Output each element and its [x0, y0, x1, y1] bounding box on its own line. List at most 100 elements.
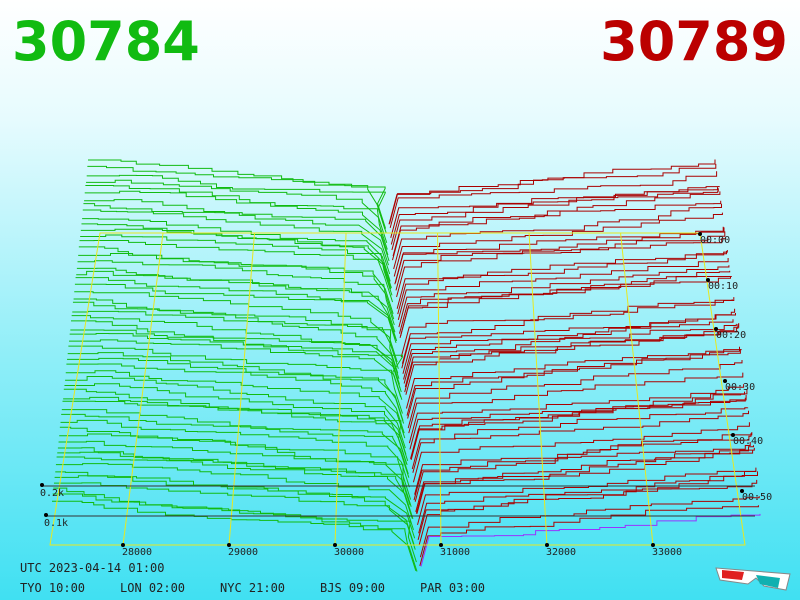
tick-dot	[740, 489, 744, 493]
ask-depth-line	[417, 467, 757, 541]
ask-depth-line	[404, 330, 738, 393]
ask-depth-line	[399, 276, 731, 339]
ask-depth-line	[412, 410, 749, 473]
bid-depth-line	[64, 383, 407, 455]
tick-dot	[723, 379, 727, 383]
time-label: 00:20	[716, 330, 746, 341]
ask-depth-line	[400, 276, 732, 337]
bid-depth-line	[81, 223, 392, 290]
bid-depth-line	[80, 228, 392, 289]
ask-depth-line	[397, 250, 728, 315]
glasses-icon	[715, 567, 791, 591]
tick-dot	[698, 232, 702, 236]
tick-dot	[333, 543, 337, 547]
clock: NYC 21:00	[220, 581, 285, 595]
grid-line	[122, 232, 164, 546]
ask-depth-line	[397, 258, 729, 321]
ask-depth-line	[418, 471, 758, 545]
bid-depth-line	[57, 451, 413, 519]
tick-dot	[121, 543, 125, 547]
bid-depth-line	[87, 165, 387, 229]
clock: PAR 03:00	[420, 581, 485, 595]
time-label: 00:50	[742, 492, 772, 503]
grid: 28000 29000 30000 31000 32000 33000 00:00 00:10…	[40, 232, 772, 558]
bid-depth-line	[63, 388, 408, 464]
tick-dot	[651, 543, 655, 547]
time-label: 00:00	[700, 235, 730, 246]
tick-dot	[706, 278, 710, 282]
ask-depth-line	[409, 391, 745, 450]
ask-depth-line	[403, 313, 736, 380]
ask-depth-line	[390, 187, 718, 238]
bid-depth-line	[79, 240, 394, 303]
tick-dot	[40, 483, 44, 487]
bid-depth-line	[82, 218, 391, 282]
bid-depth-line	[54, 475, 416, 539]
ask-depth-line	[414, 432, 753, 502]
bid-depth-line	[88, 159, 386, 230]
ask-depth-line	[408, 372, 744, 434]
ask-depth-line	[390, 188, 719, 245]
bid-depth-line	[76, 270, 396, 339]
depth-lines	[52, 159, 761, 572]
ask-depth-line	[389, 163, 717, 224]
grid-line	[528, 232, 548, 546]
bid-depth-line	[77, 260, 395, 326]
volume-label: 0.1k	[44, 518, 68, 529]
bid-depth-line	[67, 352, 404, 421]
price-label: 30000	[334, 547, 364, 558]
bid-depth-line	[61, 413, 410, 478]
grid-line	[620, 232, 654, 546]
bid-depth-line	[85, 185, 388, 250]
bid-depth-line	[59, 433, 412, 500]
bid-depth-line	[68, 345, 403, 414]
ask-depth-line	[419, 505, 759, 566]
ask-depth-line	[415, 445, 754, 514]
ask-price: 30789	[600, 10, 788, 73]
ask-depth-line	[394, 226, 724, 285]
bid-depth-line	[69, 339, 403, 400]
clock: LON 02:00	[120, 581, 185, 595]
floor-frame	[49, 232, 746, 546]
ask-depth-line	[413, 442, 751, 501]
price-label: 28000	[122, 547, 152, 558]
ask-depth-line	[420, 513, 761, 567]
bid-depth-line	[59, 426, 411, 506]
ask-depth-line	[416, 447, 755, 514]
ask-depth-line	[400, 299, 733, 358]
bid-depth-line	[86, 174, 387, 233]
price-label: 31000	[440, 547, 470, 558]
ask-depth-line	[411, 389, 748, 456]
volume-label: 0.2k	[40, 488, 64, 499]
bid-depth-line	[66, 363, 405, 434]
clock: BJS 09:00	[320, 581, 385, 595]
bid-depth-line	[71, 315, 401, 385]
ask-depth-line	[419, 496, 760, 558]
ask-depth-line	[403, 323, 737, 384]
ask-depth-line	[395, 231, 726, 291]
bid-depth-line	[60, 419, 410, 488]
ask-depth-line	[392, 200, 722, 257]
price-label: 32000	[546, 547, 576, 558]
bid-depth-line	[58, 440, 412, 507]
tick-dot	[439, 543, 443, 547]
ask-depth-line	[401, 319, 734, 369]
bid-depth-line	[55, 463, 414, 531]
bid-depth-line	[52, 493, 417, 563]
ask-depth-line	[402, 308, 736, 374]
time-label: 00:40	[733, 436, 763, 447]
ask-depth-line	[411, 407, 749, 470]
clock: TYO 10:00	[20, 581, 85, 595]
ask-depth-line	[404, 324, 739, 388]
ask-depth-line	[408, 384, 745, 444]
bid-depth-line	[80, 234, 393, 296]
bid-depth-line	[73, 298, 399, 374]
bid-depth-line	[69, 333, 402, 393]
ask-depth-line	[393, 203, 722, 270]
bid-depth-line	[72, 301, 399, 369]
grid-line	[228, 232, 256, 546]
bid-depth-line	[53, 487, 417, 571]
bid-depth-line	[55, 471, 415, 546]
grid-line	[334, 232, 347, 546]
